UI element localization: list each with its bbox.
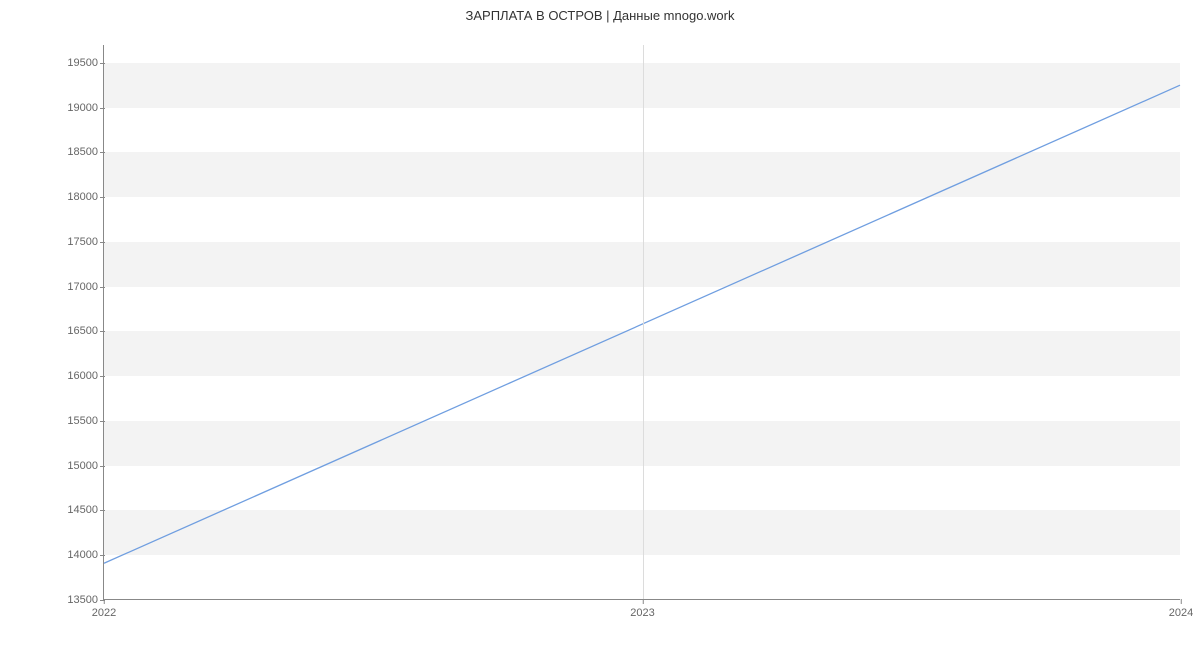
x-tick-label: 2024 — [1169, 599, 1193, 619]
y-tick-label: 15000 — [67, 460, 104, 472]
salary-line-chart: ЗАРПЛАТА В ОСТРОВ | Данные mnogo.work 13… — [0, 0, 1200, 650]
plot-area: 1350014000145001500015500160001650017000… — [103, 45, 1180, 600]
y-tick-label: 18500 — [67, 146, 104, 158]
y-tick-label: 18000 — [67, 191, 104, 203]
y-tick-label: 16000 — [67, 370, 104, 382]
y-tick-label: 15500 — [67, 415, 104, 427]
y-tick-label: 17000 — [67, 281, 104, 293]
x-tick-label: 2022 — [92, 599, 116, 619]
chart-title: ЗАРПЛАТА В ОСТРОВ | Данные mnogo.work — [0, 8, 1200, 23]
y-tick-label: 14500 — [67, 504, 104, 516]
y-tick-label: 16500 — [67, 325, 104, 337]
x-tick-label: 2023 — [630, 599, 654, 619]
y-tick-label: 14000 — [67, 549, 104, 561]
y-tick-label: 17500 — [67, 236, 104, 248]
v-gridline — [643, 45, 644, 599]
y-tick-label: 19000 — [67, 102, 104, 114]
y-tick-label: 19500 — [67, 57, 104, 69]
